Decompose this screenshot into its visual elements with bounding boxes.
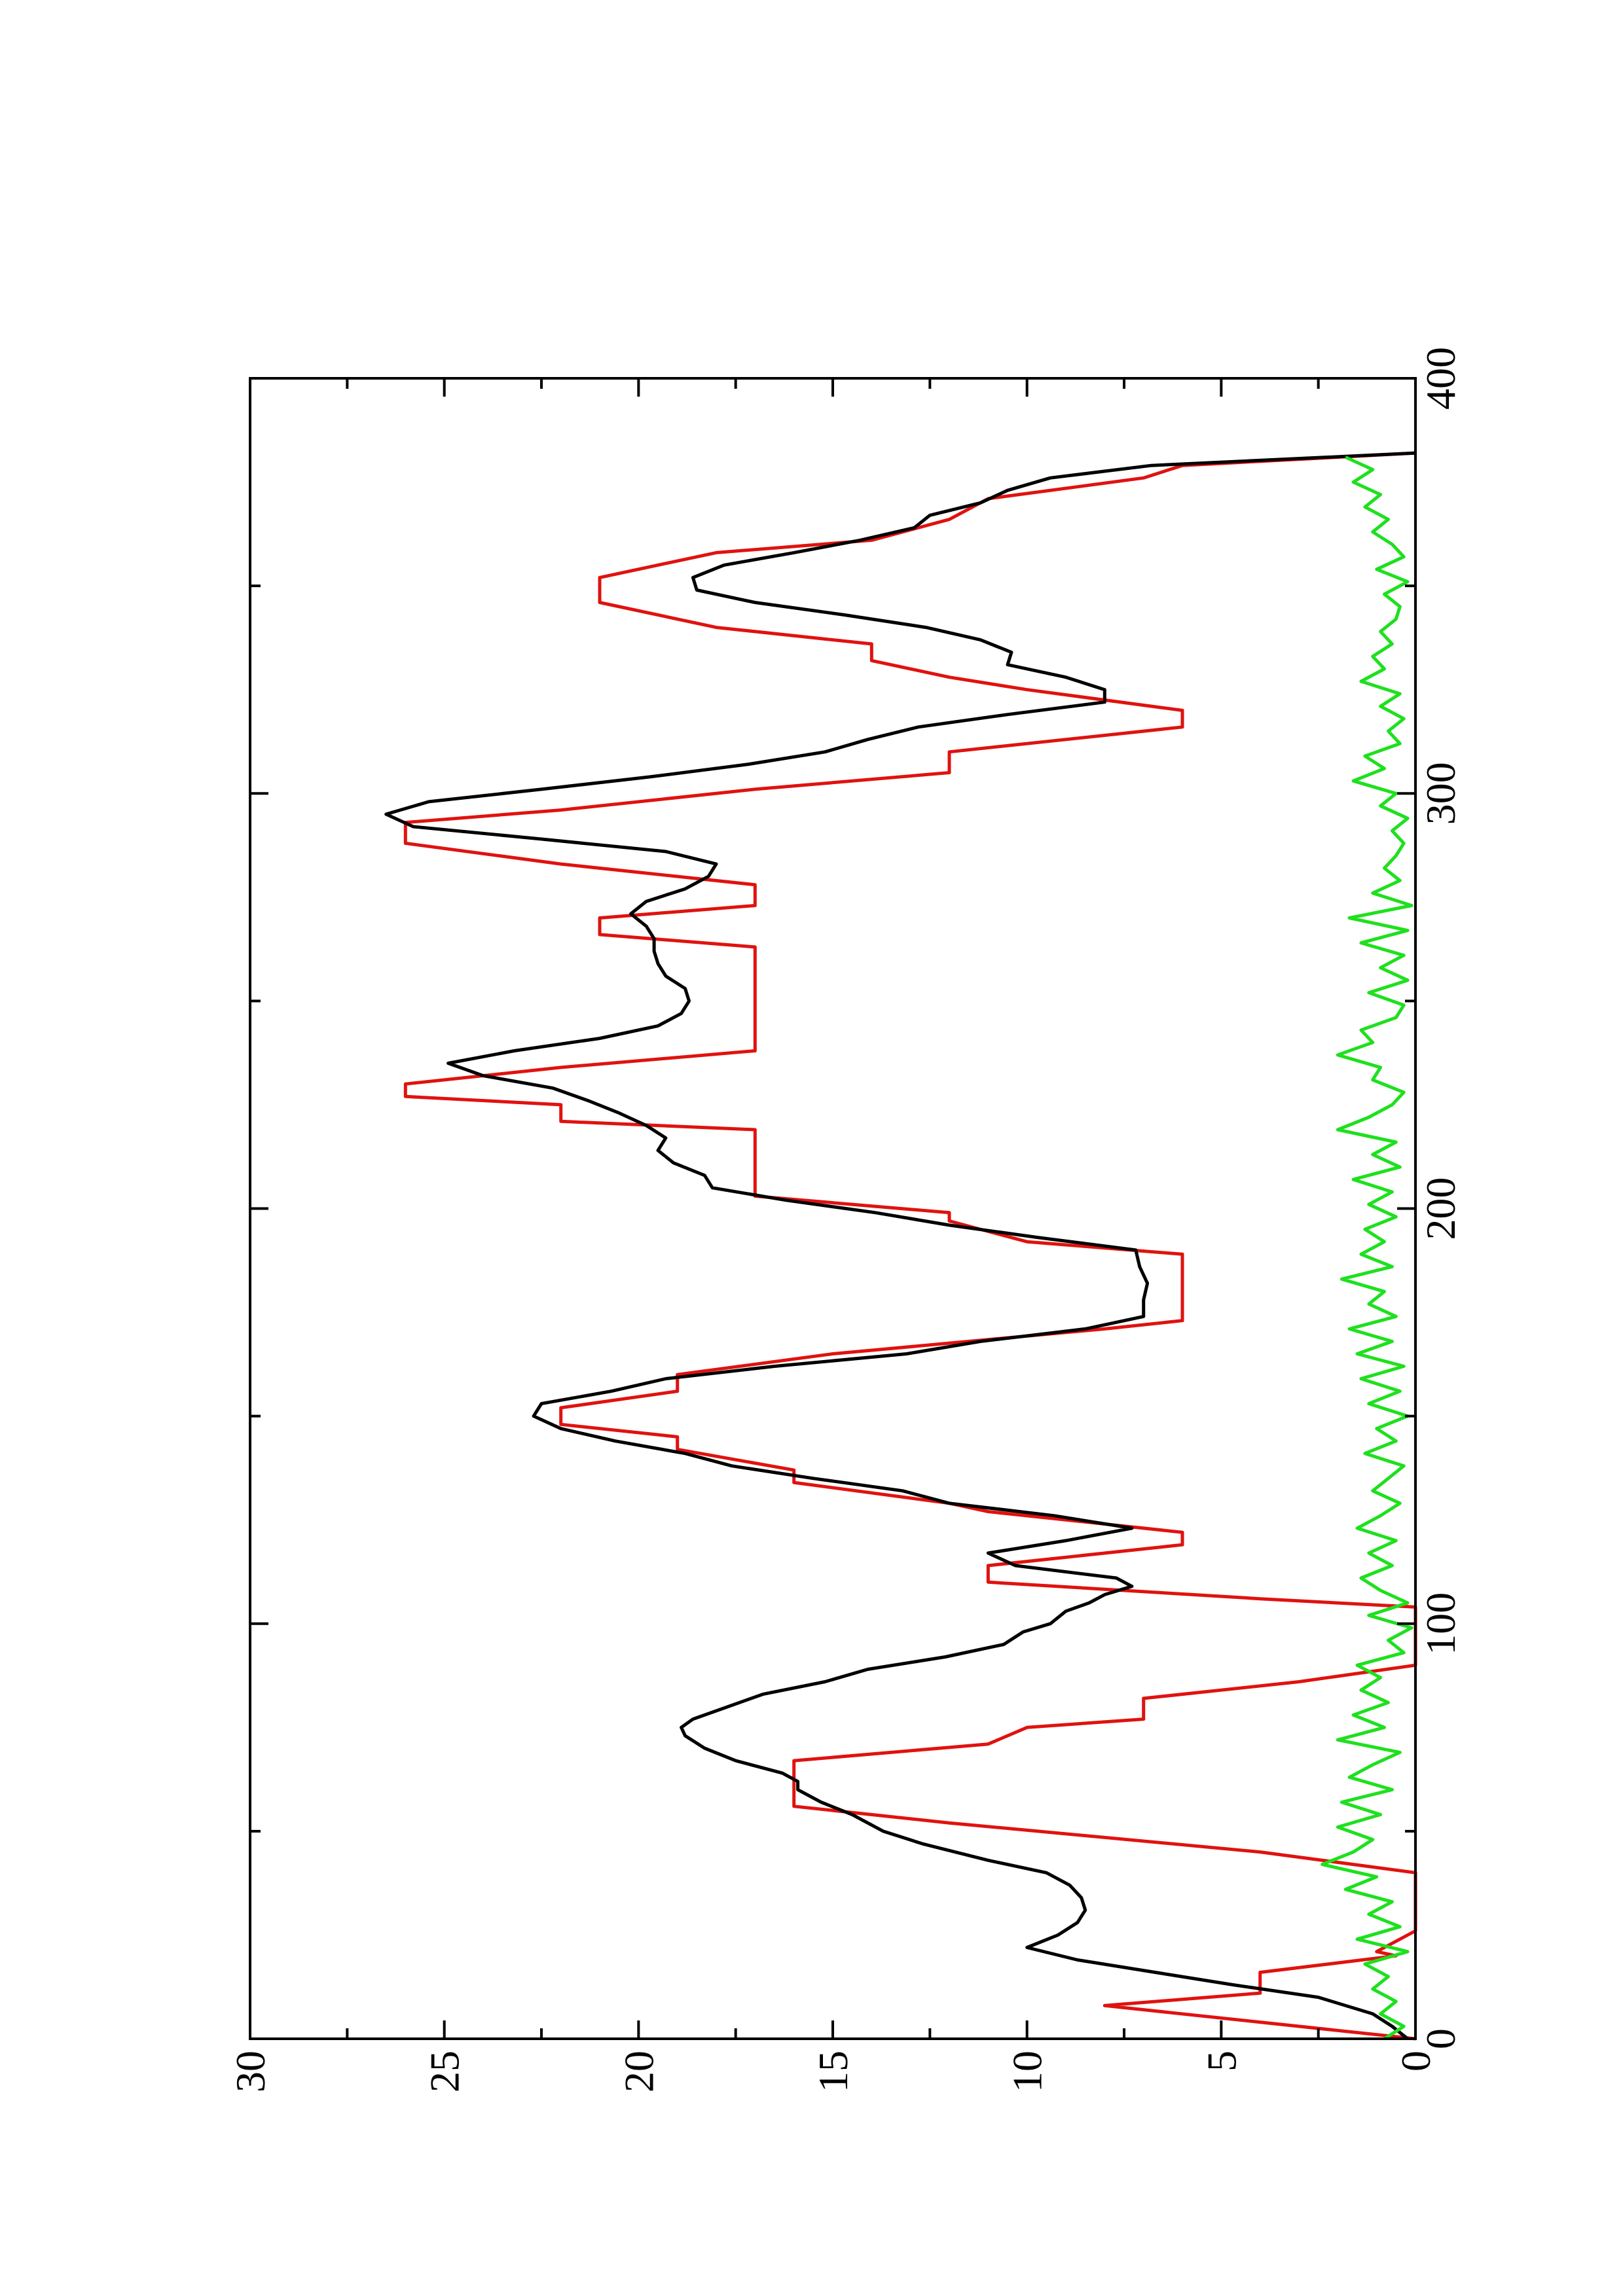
- x-tick-label: 200: [1417, 1177, 1464, 1240]
- y-tick-label: 30: [227, 2051, 274, 2092]
- x-tick-label: 100: [1417, 1592, 1464, 1655]
- tick-layer: [249, 377, 1417, 2040]
- y-tick-label: 0: [1393, 2051, 1439, 2072]
- y-tick-label: 5: [1198, 2051, 1245, 2072]
- y-tick-label: 10: [1004, 2051, 1051, 2092]
- series-layer: [384, 451, 1417, 2041]
- series-line-1: [403, 451, 1417, 2041]
- series-line-3: [1321, 456, 1413, 2041]
- label-layer: 0 100 200 300 400 0 5 10 15 20 25 30: [227, 347, 1464, 2092]
- x-tick-label: 0: [1417, 2028, 1464, 2049]
- y-tick-label: 25: [422, 2051, 468, 2092]
- x-tick-label: 300: [1417, 762, 1464, 825]
- series-line-2: [384, 451, 1416, 2040]
- x-tick-label: 400: [1417, 347, 1464, 410]
- y-tick-label: 15: [810, 2051, 856, 2092]
- y-tick-label: 20: [615, 2051, 662, 2092]
